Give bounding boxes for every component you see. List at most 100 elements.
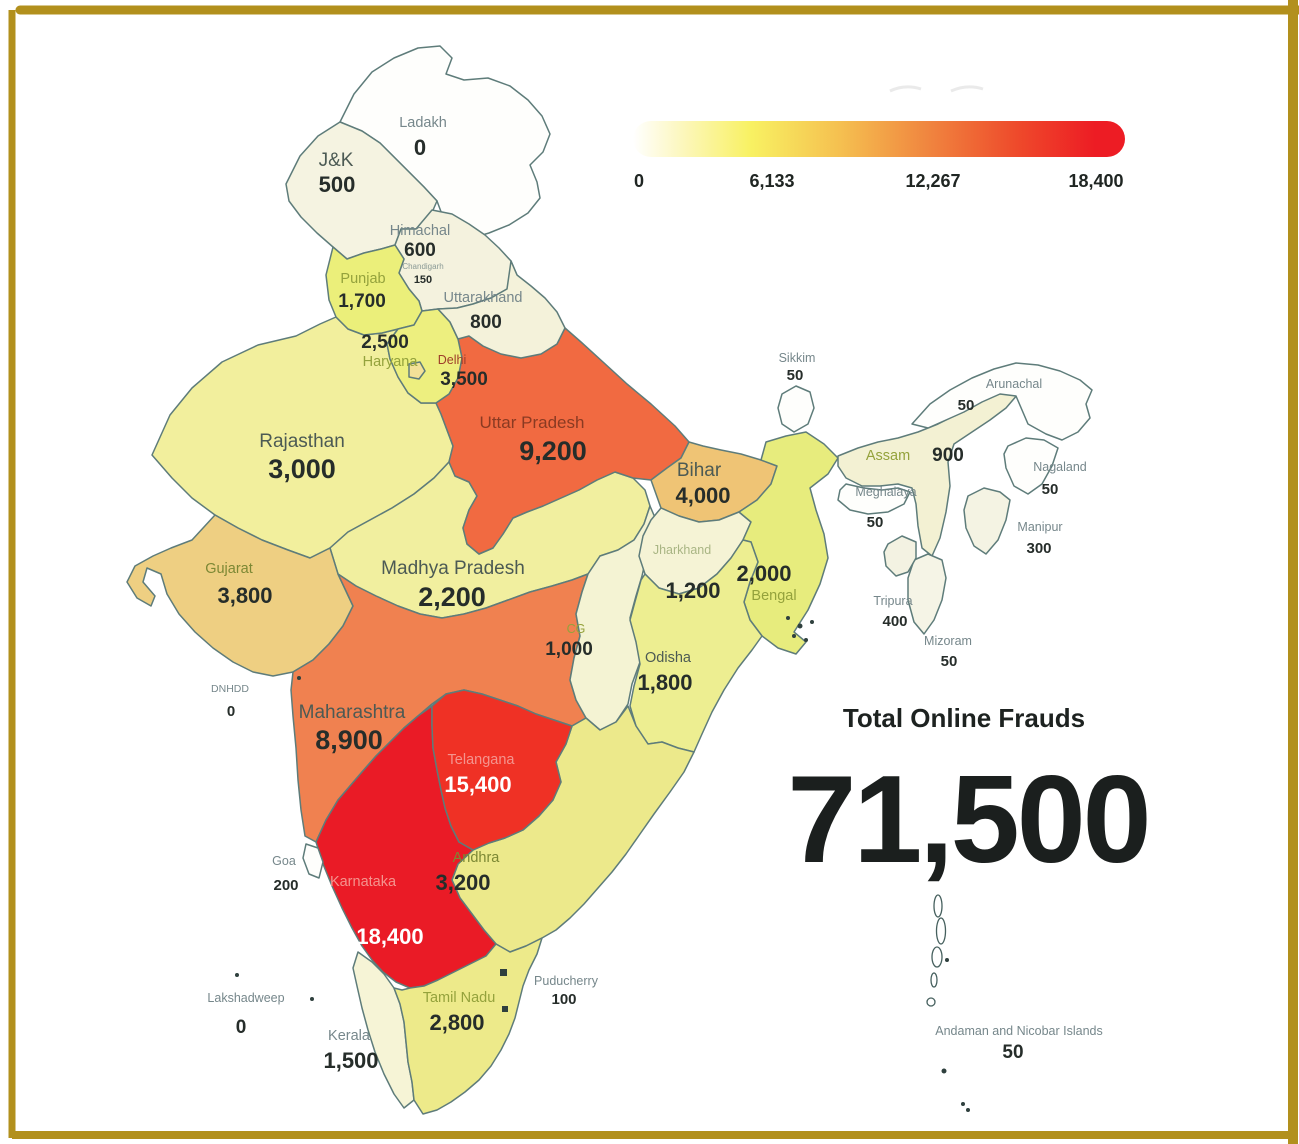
goa-value: 200 (273, 877, 298, 894)
artifact-mark (950, 85, 984, 93)
state-tripura-shape (883, 535, 917, 577)
state-telangana-shape (431, 689, 573, 851)
mp-value: 2,200 (418, 582, 486, 612)
cg-label: CG (567, 622, 586, 636)
chandigarh-value: 150 (414, 274, 432, 286)
andaman-value: 50 (1002, 1042, 1023, 1063)
legend: 0 6,133 12,267 18,400 (633, 121, 1125, 191)
state-shapes (126, 45, 1093, 1115)
state-mizoram-shape (907, 553, 947, 635)
rajasthan-value: 3,000 (268, 454, 336, 484)
state-bengal-shape (738, 431, 839, 655)
gujarat-label: Gujarat (205, 561, 253, 577)
cg-value: 1,000 (545, 639, 593, 660)
uttarakhand-value: 800 (470, 312, 502, 333)
jk-label: J&K (319, 150, 354, 171)
state-sikkim-shape (777, 385, 815, 433)
punjab-value: 1,700 (338, 291, 386, 312)
lakshadweep-label: Lakshadweep (207, 991, 284, 1005)
puducherry-marker (500, 969, 507, 976)
ladakh-label: Ladakh (399, 115, 447, 131)
tamilnadu-value: 2,800 (429, 1010, 484, 1035)
delhi-value: 3,500 (440, 369, 488, 390)
sikkim-value: 50 (787, 367, 804, 384)
artifact-mark (889, 85, 922, 93)
meghalaya-label: Meghalaya (855, 485, 916, 499)
state-karnataka-shape (315, 705, 497, 989)
maharashtra-label: Maharashtra (299, 702, 406, 723)
bengal-value: 2,000 (736, 561, 791, 586)
legend-tick-3: 18,400 (1068, 171, 1123, 191)
goa-label: Goa (272, 854, 296, 868)
border-frame (8, 0, 1299, 1144)
tripura-label: Tripura (873, 594, 912, 608)
manipur-value: 300 (1026, 540, 1051, 557)
total-heading: Total Online Frauds (843, 703, 1085, 733)
odisha-value: 1,800 (637, 670, 692, 695)
state-nagaland-shape (1003, 437, 1059, 495)
mizoram-value: 50 (941, 653, 958, 670)
kerala-label: Kerala (328, 1028, 371, 1044)
tamilnadu-label: Tamil Nadu (423, 990, 496, 1006)
kerala-value: 1,500 (323, 1048, 378, 1073)
chandigarh-label: Chandigarh (402, 262, 443, 271)
state-delhi-shape (408, 361, 426, 380)
sikkim-label: Sikkim (779, 351, 816, 365)
dnhdd-label: DNHDD (211, 683, 249, 695)
nagaland-label: Nagaland (1033, 460, 1087, 474)
andhra-label: Andhra (453, 850, 501, 866)
bihar-value: 4,000 (675, 483, 730, 508)
meghalaya-value: 50 (867, 514, 884, 531)
state-tamilnadu-shape (393, 937, 543, 1115)
himachal-value: 600 (404, 240, 436, 261)
legend-tick-1: 6,133 (749, 171, 794, 191)
state-meghalaya-shape (837, 483, 911, 515)
dnhdd-value: 0 (227, 703, 235, 720)
haryana-value: 2,500 (361, 332, 409, 353)
andaman-label: Andaman and Nicobar Islands (935, 1024, 1102, 1038)
assam-value: 900 (932, 445, 964, 466)
haryana-label: Haryana (363, 354, 419, 370)
puducherry-label: Puducherry (534, 974, 599, 988)
legend-tick-2: 12,267 (905, 171, 960, 191)
himachal-label: Himachal (390, 223, 450, 239)
delhi-label: Delhi (438, 353, 467, 367)
state-goa-shape (302, 843, 324, 879)
state-haryana-shape (386, 308, 463, 404)
karnataka-value: 18,400 (356, 924, 423, 949)
state-labels: Ladakh 0 J&K 500 Himachal 600 Chandigarh… (205, 115, 1103, 1073)
state-uttarakhand-shape (437, 260, 566, 359)
karnataka-label: Karnataka (330, 874, 397, 890)
bihar-label: Bihar (677, 460, 722, 481)
manipur-label: Manipur (1017, 520, 1062, 534)
nagaland-value: 50 (1042, 481, 1059, 498)
andhra-value: 3,200 (435, 870, 490, 895)
jharkhand-value: 1,200 (665, 578, 720, 603)
telangana-label: Telangana (448, 752, 516, 768)
tripura-value: 400 (882, 613, 907, 630)
gujarat-value: 3,800 (217, 583, 272, 608)
rajasthan-label: Rajasthan (259, 431, 345, 452)
total-summary: Total Online Frauds 71,500 (787, 703, 1151, 889)
up-label: Uttar Pradesh (480, 413, 585, 432)
total-value: 71,500 (787, 751, 1148, 889)
puducherry-value: 100 (551, 991, 576, 1008)
punjab-label: Punjab (340, 271, 385, 287)
state-odisha-shape (629, 539, 763, 753)
jharkhand-label: Jharkhand (653, 543, 711, 557)
arunachal-value: 50 (958, 397, 975, 414)
ladakh-value: 0 (414, 135, 426, 160)
jk-value: 500 (319, 172, 356, 197)
legend-tick-0: 0 (634, 171, 644, 191)
state-manipur-shape (963, 487, 1011, 555)
up-value: 9,200 (519, 436, 587, 466)
arunachal-label: Arunachal (986, 377, 1042, 391)
lakshadweep-value: 0 (236, 1017, 247, 1038)
bengal-label: Bengal (751, 588, 796, 604)
state-arunachal-shape (911, 362, 1093, 441)
karaikal-marker (502, 1006, 508, 1012)
odisha-label: Odisha (645, 650, 692, 666)
mp-label: Madhya Pradesh (381, 558, 525, 579)
